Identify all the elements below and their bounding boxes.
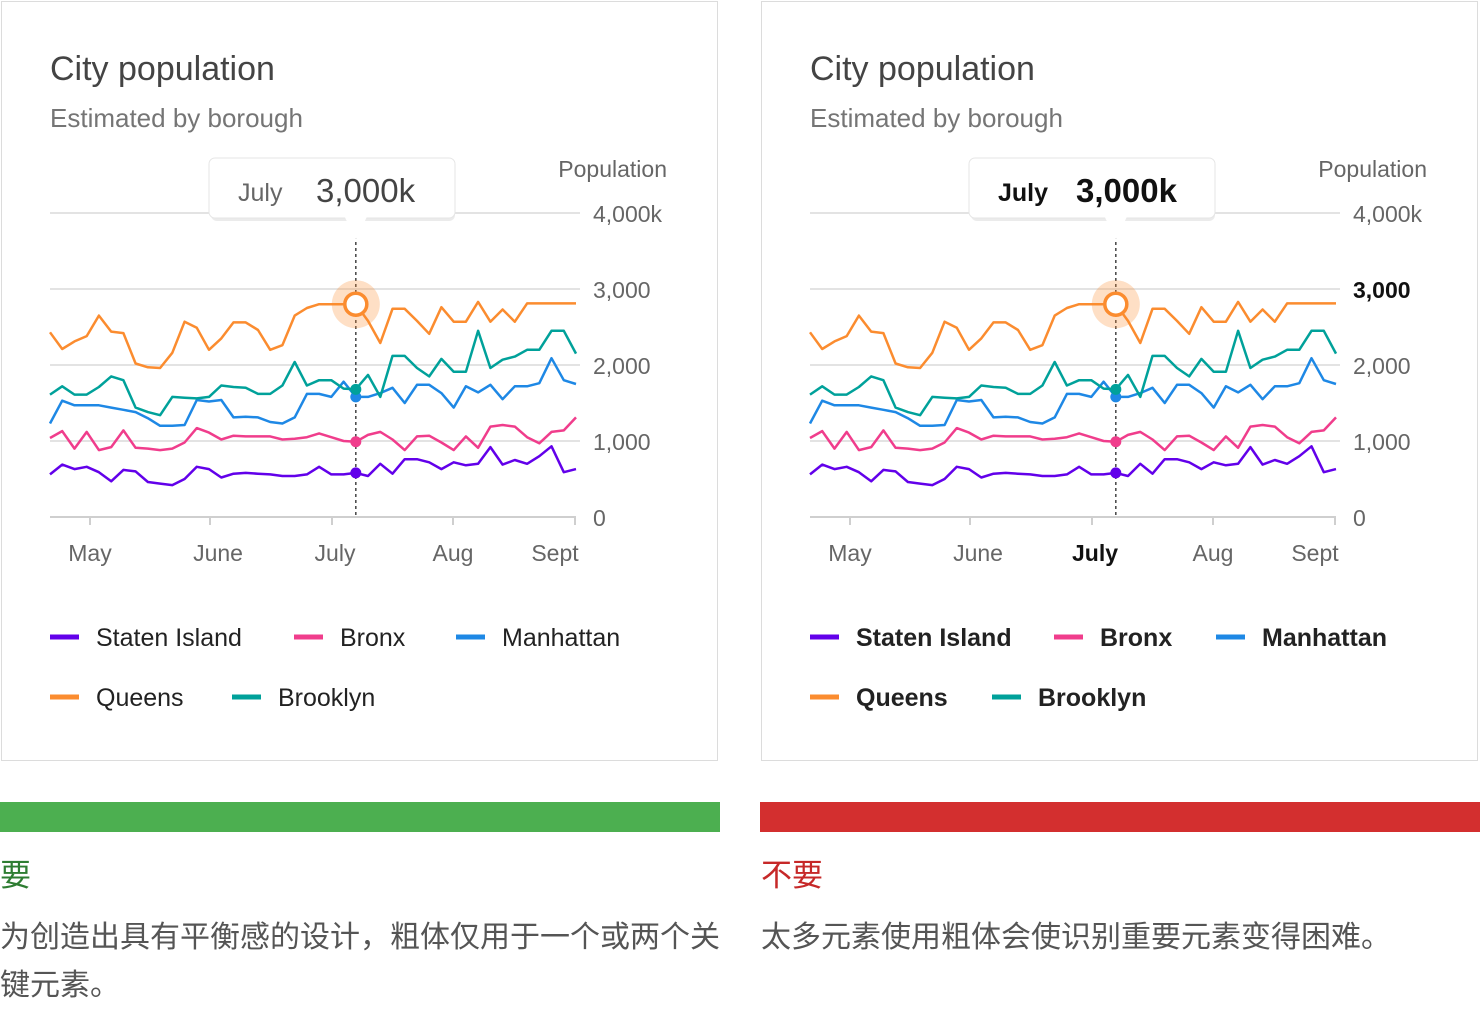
- legend-item-brooklyn[interactable]: Brooklyn: [232, 684, 375, 712]
- y-tick-label: 0: [593, 505, 606, 531]
- legend-item-queens[interactable]: Queens: [810, 684, 948, 712]
- legend-item-staten-island[interactable]: Staten Island: [810, 624, 1012, 652]
- y-tick-label: 1,000: [1353, 429, 1411, 455]
- chart-title: City population: [50, 50, 275, 88]
- series-line-queens: [48, 300, 576, 370]
- legend-item-queens[interactable]: Queens: [50, 684, 184, 712]
- series-line-brooklyn: [49, 329, 578, 417]
- chart-subtitle: Estimated by borough: [810, 103, 1063, 133]
- tooltip: July 3,000k: [968, 157, 1216, 240]
- legend-label: Manhattan: [502, 624, 620, 652]
- legend-item-bronx[interactable]: Bronx: [1054, 624, 1172, 652]
- x-tick-label: Aug: [433, 540, 474, 566]
- series-line-manhattan: [808, 356, 1337, 428]
- x-tick-label: Sept: [531, 540, 579, 566]
- hover-point-manhattan[interactable]: [350, 391, 362, 403]
- chart-card-do: City population Estimated by borough Popul…: [1, 1, 718, 761]
- hover-point-queens[interactable]: [343, 291, 369, 317]
- tooltip-month: July: [998, 179, 1048, 207]
- dont-caption: 太多元素使用粗体会使识别重要元素变得困难。: [761, 920, 1391, 955]
- y-tick-label: 1,000: [593, 429, 651, 455]
- tooltip-value: 3,000k: [316, 172, 416, 209]
- hover-point-brooklyn[interactable]: [1110, 383, 1122, 395]
- series-line-brooklyn: [809, 329, 1338, 417]
- legend-label: Bronx: [340, 624, 406, 652]
- series-line-manhattan: [48, 356, 577, 428]
- x-tick-label: May: [68, 540, 112, 566]
- y-tick-label: 0: [1353, 505, 1366, 531]
- y-axis-label: Population: [1318, 156, 1427, 182]
- hover-point-bronx[interactable]: [1110, 436, 1122, 448]
- legend-label: Staten Island: [856, 624, 1012, 652]
- tooltip-month: July: [238, 179, 283, 207]
- do-caption: 为创造出具有平衡感的设计，粗体仅用于一个或两个关键元素。: [0, 920, 720, 1003]
- y-tick-label: 4,000k: [593, 201, 663, 227]
- x-tick-label: Aug: [1193, 540, 1234, 566]
- y-tick-label: 4,000k: [1353, 201, 1423, 227]
- hover-point-staten-island[interactable]: [1110, 467, 1122, 479]
- legend-label: Bronx: [1100, 624, 1172, 652]
- hover-point-brooklyn[interactable]: [350, 383, 362, 395]
- do-label: 要: [0, 858, 31, 894]
- chart-card-dont: City population Estimated by borough Popul…: [761, 1, 1478, 761]
- legend-item-bronx[interactable]: Bronx: [294, 624, 406, 652]
- series-line-queens: [808, 300, 1336, 370]
- chart-title: City population: [810, 50, 1035, 88]
- tooltip-pointer: [1104, 217, 1127, 240]
- x-tick-label: July: [315, 540, 356, 566]
- legend-label: Brooklyn: [278, 684, 375, 712]
- do-indicator-bar: [0, 802, 720, 832]
- series-line-bronx: [809, 416, 1337, 452]
- hover-point-manhattan[interactable]: [1110, 391, 1122, 403]
- dont-indicator-bar: [760, 802, 1480, 832]
- y-tick-label: 3,000: [1353, 277, 1411, 303]
- chart-do: City population Estimated by borough Popul…: [48, 50, 667, 712]
- series-line-bronx: [49, 416, 577, 452]
- tooltip-pointer: [344, 217, 367, 240]
- legend-label: Queens: [96, 684, 184, 712]
- chart-dont: City population Estimated by borough Popul…: [808, 50, 1427, 712]
- y-axis-label: Population: [558, 156, 667, 182]
- y-tick-label: 3,000: [593, 277, 651, 303]
- legend-item-brooklyn[interactable]: Brooklyn: [992, 684, 1146, 712]
- x-tick-label: June: [953, 540, 1003, 566]
- y-tick-label: 2,000: [593, 353, 651, 379]
- x-tick-label: Sept: [1291, 540, 1339, 566]
- legend-label: Staten Island: [96, 624, 242, 652]
- y-tick-label: 2,000: [1353, 353, 1411, 379]
- legend-label: Manhattan: [1262, 624, 1387, 652]
- x-tick-label: July: [1072, 540, 1118, 566]
- legend-item-staten-island[interactable]: Staten Island: [50, 624, 242, 652]
- hover-point-bronx[interactable]: [350, 436, 362, 448]
- legend-item-manhattan[interactable]: Manhattan: [1216, 624, 1387, 652]
- chart-subtitle: Estimated by borough: [50, 103, 303, 133]
- hover-point-staten-island[interactable]: [350, 467, 362, 479]
- tooltip: July 3,000k: [208, 157, 456, 240]
- x-tick-label: May: [828, 540, 872, 566]
- tooltip-box: [968, 157, 1216, 219]
- series-line-staten-island: [49, 445, 577, 487]
- series-line-staten-island: [809, 445, 1337, 487]
- tooltip-value: 3,000k: [1076, 172, 1178, 209]
- legend-item-manhattan[interactable]: Manhattan: [456, 624, 620, 652]
- hover-point-queens[interactable]: [1103, 291, 1129, 317]
- legend-label: Queens: [856, 684, 948, 712]
- x-tick-label: June: [193, 540, 243, 566]
- dont-label: 不要: [761, 858, 823, 894]
- legend-label: Brooklyn: [1038, 684, 1146, 712]
- tooltip-box: [208, 157, 456, 219]
